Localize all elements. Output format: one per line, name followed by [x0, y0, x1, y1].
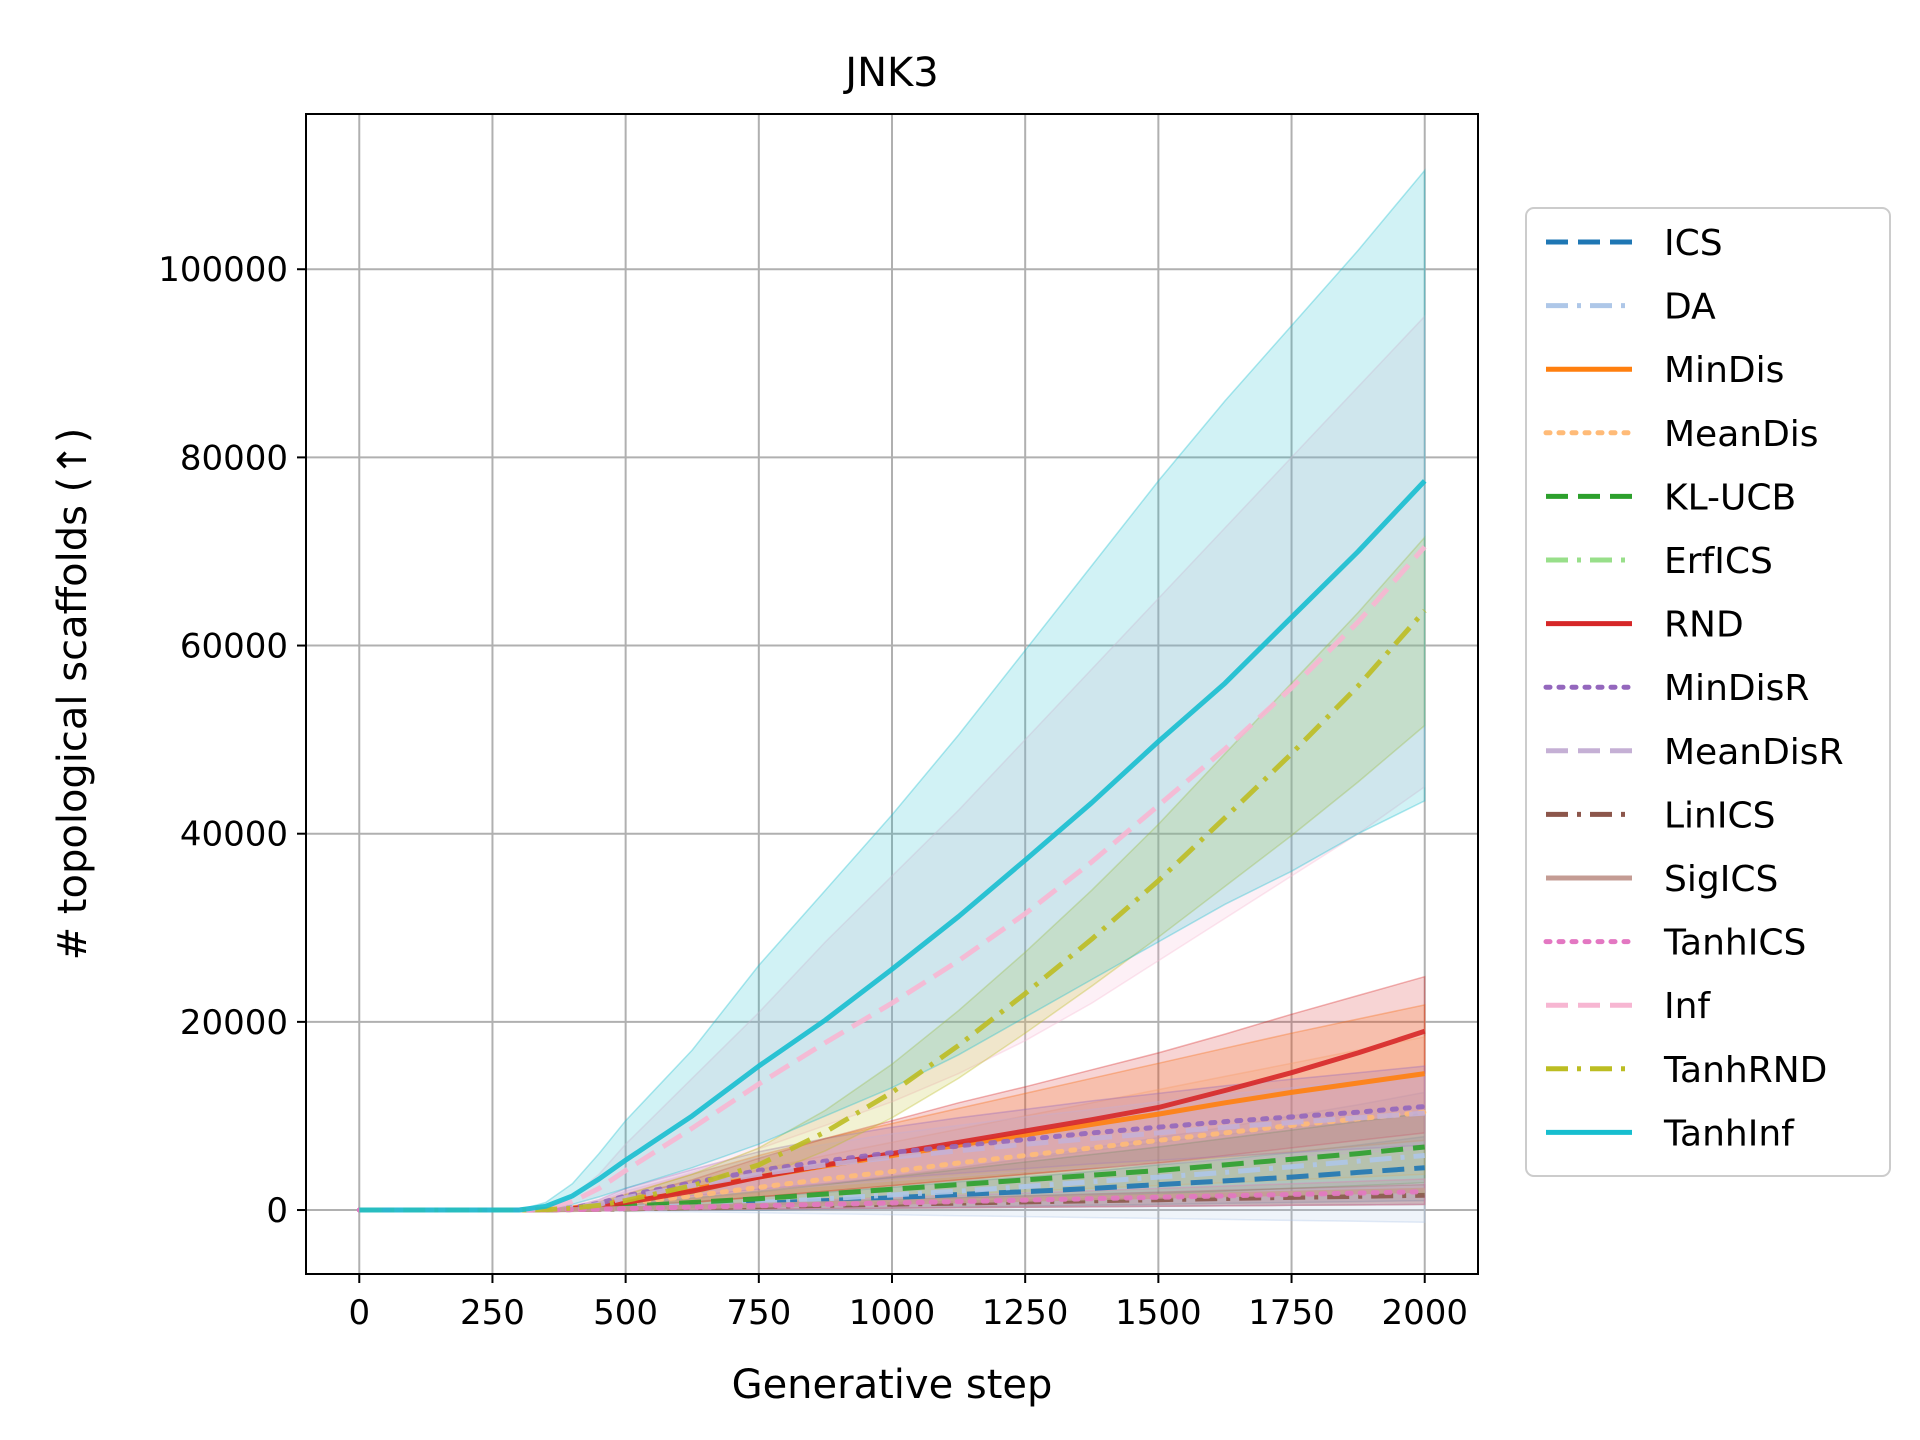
legend-label-meandisr: MeanDisR — [1664, 732, 1844, 773]
x-tick-label: 500 — [593, 1293, 658, 1333]
x-tick-label: 0 — [348, 1293, 370, 1333]
legend-label-tanhinf: TanhInf — [1663, 1113, 1795, 1154]
series-line-ics — [359, 1165, 1425, 1213]
x-tick-label: 1750 — [1248, 1293, 1335, 1333]
legend-label-meandis: MeanDis — [1664, 414, 1819, 455]
x-tick-label: 1250 — [982, 1293, 1069, 1333]
x-axis-label: Generative step — [732, 1362, 1053, 1408]
x-tick-label: 1000 — [849, 1293, 936, 1333]
y-axis-ticks: 0 20000 40000 60000 80000 100000 — [158, 250, 306, 1231]
legend-label-erfics: ErfICS — [1664, 541, 1773, 582]
band-inf — [359, 314, 1426, 1211]
y-tick-label: 80000 — [180, 438, 288, 478]
y-tick-label: 60000 — [180, 627, 288, 667]
x-tick-label: 1500 — [1115, 1293, 1202, 1333]
legend: ICS DA MinDis MeanDis KL-UCB ErfICS RND MinDisR… — [1525, 207, 1891, 1177]
y-tick-label: 20000 — [180, 1003, 288, 1043]
series-line-tanhinf — [359, 479, 1427, 1213]
series-line-inf — [359, 545, 1427, 1213]
x-tick-label: 250 — [460, 1293, 525, 1333]
legend-label-tanhics: TanhICS — [1663, 923, 1806, 964]
legend-label-ics: ICS — [1664, 223, 1723, 264]
legend-label-tanhrnd: TanhRND — [1663, 1050, 1827, 1091]
legend-label-inf: Inf — [1664, 986, 1711, 1027]
legend-label-linics: LinICS — [1664, 795, 1775, 836]
y-tick-label: 0 — [266, 1191, 288, 1231]
x-tick-label: 2000 — [1381, 1293, 1468, 1333]
x-tick-label: 750 — [726, 1293, 791, 1333]
legend-label-mindisr: MinDisR — [1664, 668, 1809, 709]
grid — [306, 114, 1478, 1274]
legend-label-kl-ucb: KL-UCB — [1664, 477, 1796, 518]
series-lines — [356, 479, 1428, 1213]
series-line-meandisr — [359, 1110, 1425, 1213]
y-tick-label: 40000 — [180, 815, 288, 855]
series-line-kl-ucb — [359, 1144, 1425, 1213]
legend-label-mindis: MinDis — [1664, 350, 1784, 391]
legend-label-sigics: SigICS — [1664, 859, 1778, 900]
series-line-tanhrnd — [359, 609, 1427, 1213]
legend-label-da: DA — [1664, 287, 1716, 328]
y-tick-label: 100000 — [158, 250, 288, 290]
legend-label-rnd: RND — [1664, 605, 1744, 646]
legend-box — [1525, 207, 1891, 1177]
chart-title: JNK3 — [842, 50, 938, 96]
y-axis-label: # topological scaffolds (↑) — [50, 428, 96, 961]
x-axis-ticks: 0 250 500 750 1000 1250 1500 1750 2000 — [348, 1274, 1468, 1333]
